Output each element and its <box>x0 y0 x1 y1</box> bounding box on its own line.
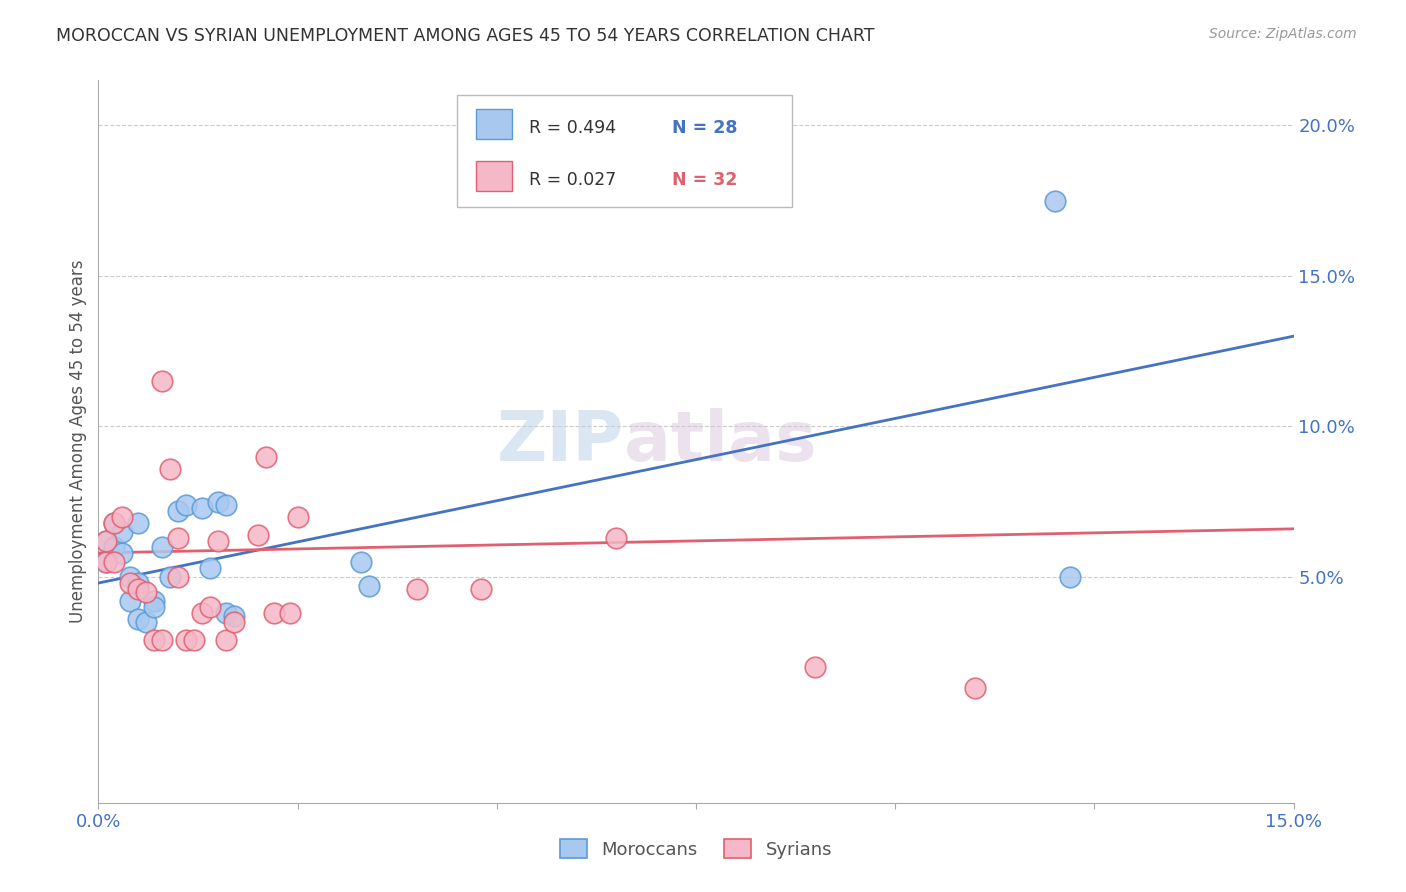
Point <box>159 461 181 475</box>
Point <box>96 533 118 548</box>
Point <box>127 582 149 596</box>
Point <box>120 576 142 591</box>
Point <box>120 570 142 584</box>
Point <box>198 561 221 575</box>
Point <box>174 633 197 648</box>
Point <box>804 660 827 674</box>
Text: R = 0.027: R = 0.027 <box>529 171 616 189</box>
Point <box>127 516 149 530</box>
Point <box>350 555 373 569</box>
FancyBboxPatch shape <box>477 161 512 191</box>
Point <box>191 500 214 515</box>
Point <box>207 533 229 548</box>
Point <box>103 555 125 569</box>
Point <box>135 615 157 630</box>
Point <box>167 570 190 584</box>
Point <box>287 509 309 524</box>
Point <box>143 594 166 608</box>
Point <box>470 582 492 596</box>
Text: R = 0.494: R = 0.494 <box>529 119 616 136</box>
Point <box>96 555 118 569</box>
Point <box>198 600 221 615</box>
Point <box>963 681 986 696</box>
Point <box>96 555 118 569</box>
Text: N = 32: N = 32 <box>672 171 737 189</box>
Point <box>1059 570 1081 584</box>
Point <box>263 606 285 620</box>
Legend: Moroccans, Syrians: Moroccans, Syrians <box>553 832 839 866</box>
Point <box>111 524 134 539</box>
Point <box>215 498 238 512</box>
Text: atlas: atlas <box>624 408 817 475</box>
Point <box>127 576 149 591</box>
Point <box>278 606 301 620</box>
Point <box>1043 194 1066 208</box>
Text: MOROCCAN VS SYRIAN UNEMPLOYMENT AMONG AGES 45 TO 54 YEARS CORRELATION CHART: MOROCCAN VS SYRIAN UNEMPLOYMENT AMONG AG… <box>56 27 875 45</box>
Point <box>103 516 125 530</box>
FancyBboxPatch shape <box>457 95 792 207</box>
FancyBboxPatch shape <box>477 109 512 138</box>
Point <box>222 615 245 630</box>
Point <box>150 374 173 388</box>
Point <box>150 540 173 554</box>
Text: N = 28: N = 28 <box>672 119 738 136</box>
Text: Source: ZipAtlas.com: Source: ZipAtlas.com <box>1209 27 1357 41</box>
Point <box>215 633 238 648</box>
Point <box>254 450 277 464</box>
Point <box>96 533 118 548</box>
Y-axis label: Unemployment Among Ages 45 to 54 years: Unemployment Among Ages 45 to 54 years <box>69 260 87 624</box>
Point <box>167 531 190 545</box>
Point <box>565 163 588 178</box>
Point <box>111 509 134 524</box>
Point <box>183 633 205 648</box>
Point <box>150 633 173 648</box>
Point <box>207 494 229 508</box>
Point <box>167 504 190 518</box>
Point <box>174 498 197 512</box>
Point <box>359 579 381 593</box>
Point <box>103 540 125 554</box>
Point <box>191 606 214 620</box>
Point <box>120 594 142 608</box>
Point <box>215 606 238 620</box>
Point <box>111 546 134 560</box>
Point <box>406 582 429 596</box>
Point <box>222 609 245 624</box>
Text: ZIP: ZIP <box>496 408 624 475</box>
Point <box>159 570 181 584</box>
Point <box>127 612 149 626</box>
Point <box>605 531 627 545</box>
Point <box>143 633 166 648</box>
Point <box>246 528 269 542</box>
Point <box>143 600 166 615</box>
Point <box>103 516 125 530</box>
Point <box>135 585 157 599</box>
